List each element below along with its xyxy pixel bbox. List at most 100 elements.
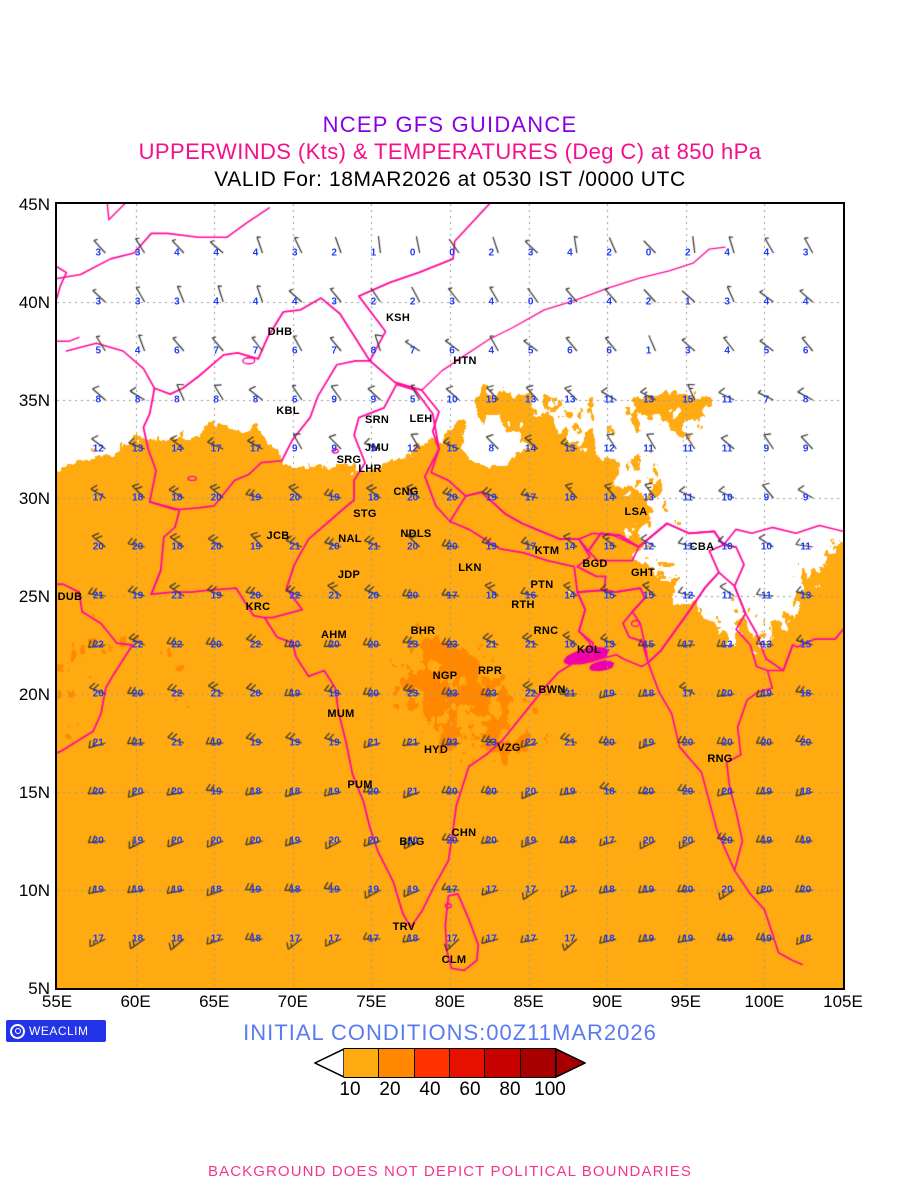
- wind-speed-value: 20: [446, 786, 458, 798]
- wind-speed-value: 8: [802, 394, 809, 406]
- wind-speed-value: 19: [760, 933, 772, 945]
- wind-speed-value: 20: [249, 688, 262, 700]
- wind-speed-value: 19: [721, 933, 733, 945]
- wind-speed-value: 12: [407, 443, 419, 455]
- city-label-srg: SRG: [336, 454, 362, 466]
- wind-speed-value: 19: [328, 737, 340, 749]
- wind-speed-value: 12: [642, 541, 655, 553]
- lat-tick-10N: 10N: [18, 881, 50, 900]
- wind-speed-value: 20: [446, 835, 458, 847]
- colorbar-cap-left: [313, 1047, 345, 1079]
- wind-speed-value: 19: [642, 933, 655, 945]
- colorbar-cap-left-icon: [313, 1047, 345, 1079]
- wind-speed-value: 11: [800, 541, 811, 553]
- wind-speed-value: 20: [367, 835, 379, 847]
- colorbar-cap-right-icon: [555, 1047, 587, 1079]
- wind-speed-value: 9: [763, 443, 770, 455]
- wind-speed-value: 1: [645, 345, 652, 357]
- wind-speed-value: 4: [292, 296, 298, 308]
- wind-speed-value: 15: [446, 443, 458, 455]
- wind-speed-value: 7: [213, 345, 219, 357]
- lon-tick-100E: 100E: [744, 992, 785, 1011]
- wind-speed-value: 10: [760, 541, 772, 553]
- city-label-jcb: JCB: [266, 530, 290, 542]
- lon-tick-95E: 95E: [670, 992, 701, 1011]
- colorbar-segment-100: [520, 1048, 556, 1078]
- city-label-bgd: BGD: [582, 558, 608, 570]
- wind-speed-value: 18: [210, 884, 222, 896]
- lat-tick-20N: 20N: [18, 685, 50, 704]
- wind-speed-value: 19: [642, 737, 655, 749]
- wind-speed-value: 4: [724, 345, 730, 357]
- wind-speed-value: 4: [252, 247, 259, 259]
- wind-speed-value: 11: [643, 443, 654, 455]
- city-label-ght: GHT: [630, 567, 656, 579]
- wind-speed-value: 20: [603, 737, 615, 749]
- wind-speed-value: 7: [763, 394, 770, 406]
- wind-speed-value: 19: [249, 541, 262, 553]
- wind-speed-value: 22: [92, 639, 104, 651]
- colorbar-segment-80: [485, 1048, 521, 1078]
- city-label-jdp: JDP: [337, 569, 361, 581]
- wind-speed-value: 19: [485, 492, 497, 504]
- wind-speed-value: 20: [367, 688, 379, 700]
- colorbar-labels: 10 20 40 60 80 100: [300, 1079, 600, 1101]
- wind-speed-value: 19: [328, 492, 340, 504]
- wind-speed-value: 20: [92, 786, 104, 798]
- wind-speed-value: 8: [95, 394, 102, 406]
- wind-speed-value: 12: [603, 443, 615, 455]
- wind-speed-value: 5: [95, 345, 102, 357]
- wind-speed-value: 21: [210, 688, 222, 700]
- wind-speed-value: 21: [564, 688, 576, 700]
- wind-speed-value: 18: [603, 786, 615, 798]
- wind-speed-value: 20: [249, 590, 262, 602]
- wind-speed-value: 3: [134, 296, 141, 308]
- city-label-cng: CNG: [393, 486, 419, 498]
- wind-speed-value: 18: [800, 933, 812, 945]
- wind-speed-value: 20: [642, 786, 655, 798]
- wind-speed-value: 3: [449, 296, 455, 308]
- city-label-bhr: BHR: [410, 625, 436, 637]
- wind-speed-value: 20: [289, 639, 301, 651]
- city-label-chn: CHN: [451, 827, 477, 839]
- wind-speed-value: 19: [328, 884, 340, 896]
- wind-speed-value: 4: [763, 247, 770, 259]
- wind-speed-value: 19: [603, 688, 615, 700]
- colorbar-segment-10: [344, 1048, 380, 1078]
- wind-speed-value: 15: [642, 639, 655, 651]
- wind-speed-value: 17: [446, 590, 458, 602]
- lon-tick-70E: 70E: [277, 992, 308, 1011]
- wind-speed-value: 21: [367, 737, 379, 749]
- wind-speed-value: 4: [213, 296, 219, 308]
- wind-speed-value: 11: [721, 443, 733, 455]
- city-label-srn: SRN: [364, 414, 390, 426]
- wind-speed-value: 18: [132, 933, 144, 945]
- wind-speed-value: 2: [685, 247, 691, 259]
- wind-speed-value: 20: [446, 492, 458, 504]
- city-label-ndls: NDLS: [400, 528, 432, 540]
- wind-speed-value: 22: [289, 590, 301, 602]
- colorbar-tick-80: 80: [499, 1079, 521, 1100]
- wind-speed-value: 8: [252, 394, 259, 406]
- wind-speed-value: 8: [370, 345, 377, 357]
- wind-speed-value: 4: [213, 247, 219, 259]
- wind-speed-value: 20: [485, 786, 497, 798]
- wind-speed-value: 3: [331, 296, 337, 308]
- lat-tick-45N: 45N: [18, 195, 50, 214]
- wind-speed-value: 2: [370, 296, 377, 308]
- lat-tick-15N: 15N: [18, 783, 50, 802]
- wind-speed-value: 14: [603, 492, 615, 504]
- weather-map[interactable]: DHB KSH HTN KBL SRN LEH JMU SRG LHR CNG LSA STG JCB N…: [55, 202, 845, 990]
- wind-speed-value: 19: [210, 737, 222, 749]
- wind-speed-value: 22: [525, 737, 537, 749]
- wind-speed-value: 10: [446, 394, 458, 406]
- colorbar-tick-20: 20: [379, 1079, 401, 1100]
- wind-speed-value: 20: [171, 786, 183, 798]
- wind-speed-value: 5: [409, 394, 416, 406]
- wind-speed-value: 17: [525, 884, 537, 896]
- wind-speed-value: 0: [527, 296, 534, 308]
- city-label-kbl: KBL: [276, 405, 300, 417]
- wind-speed-value: 19: [328, 688, 340, 700]
- wind-speed-value: 5: [527, 345, 534, 357]
- wind-speed-value: 0: [449, 247, 455, 259]
